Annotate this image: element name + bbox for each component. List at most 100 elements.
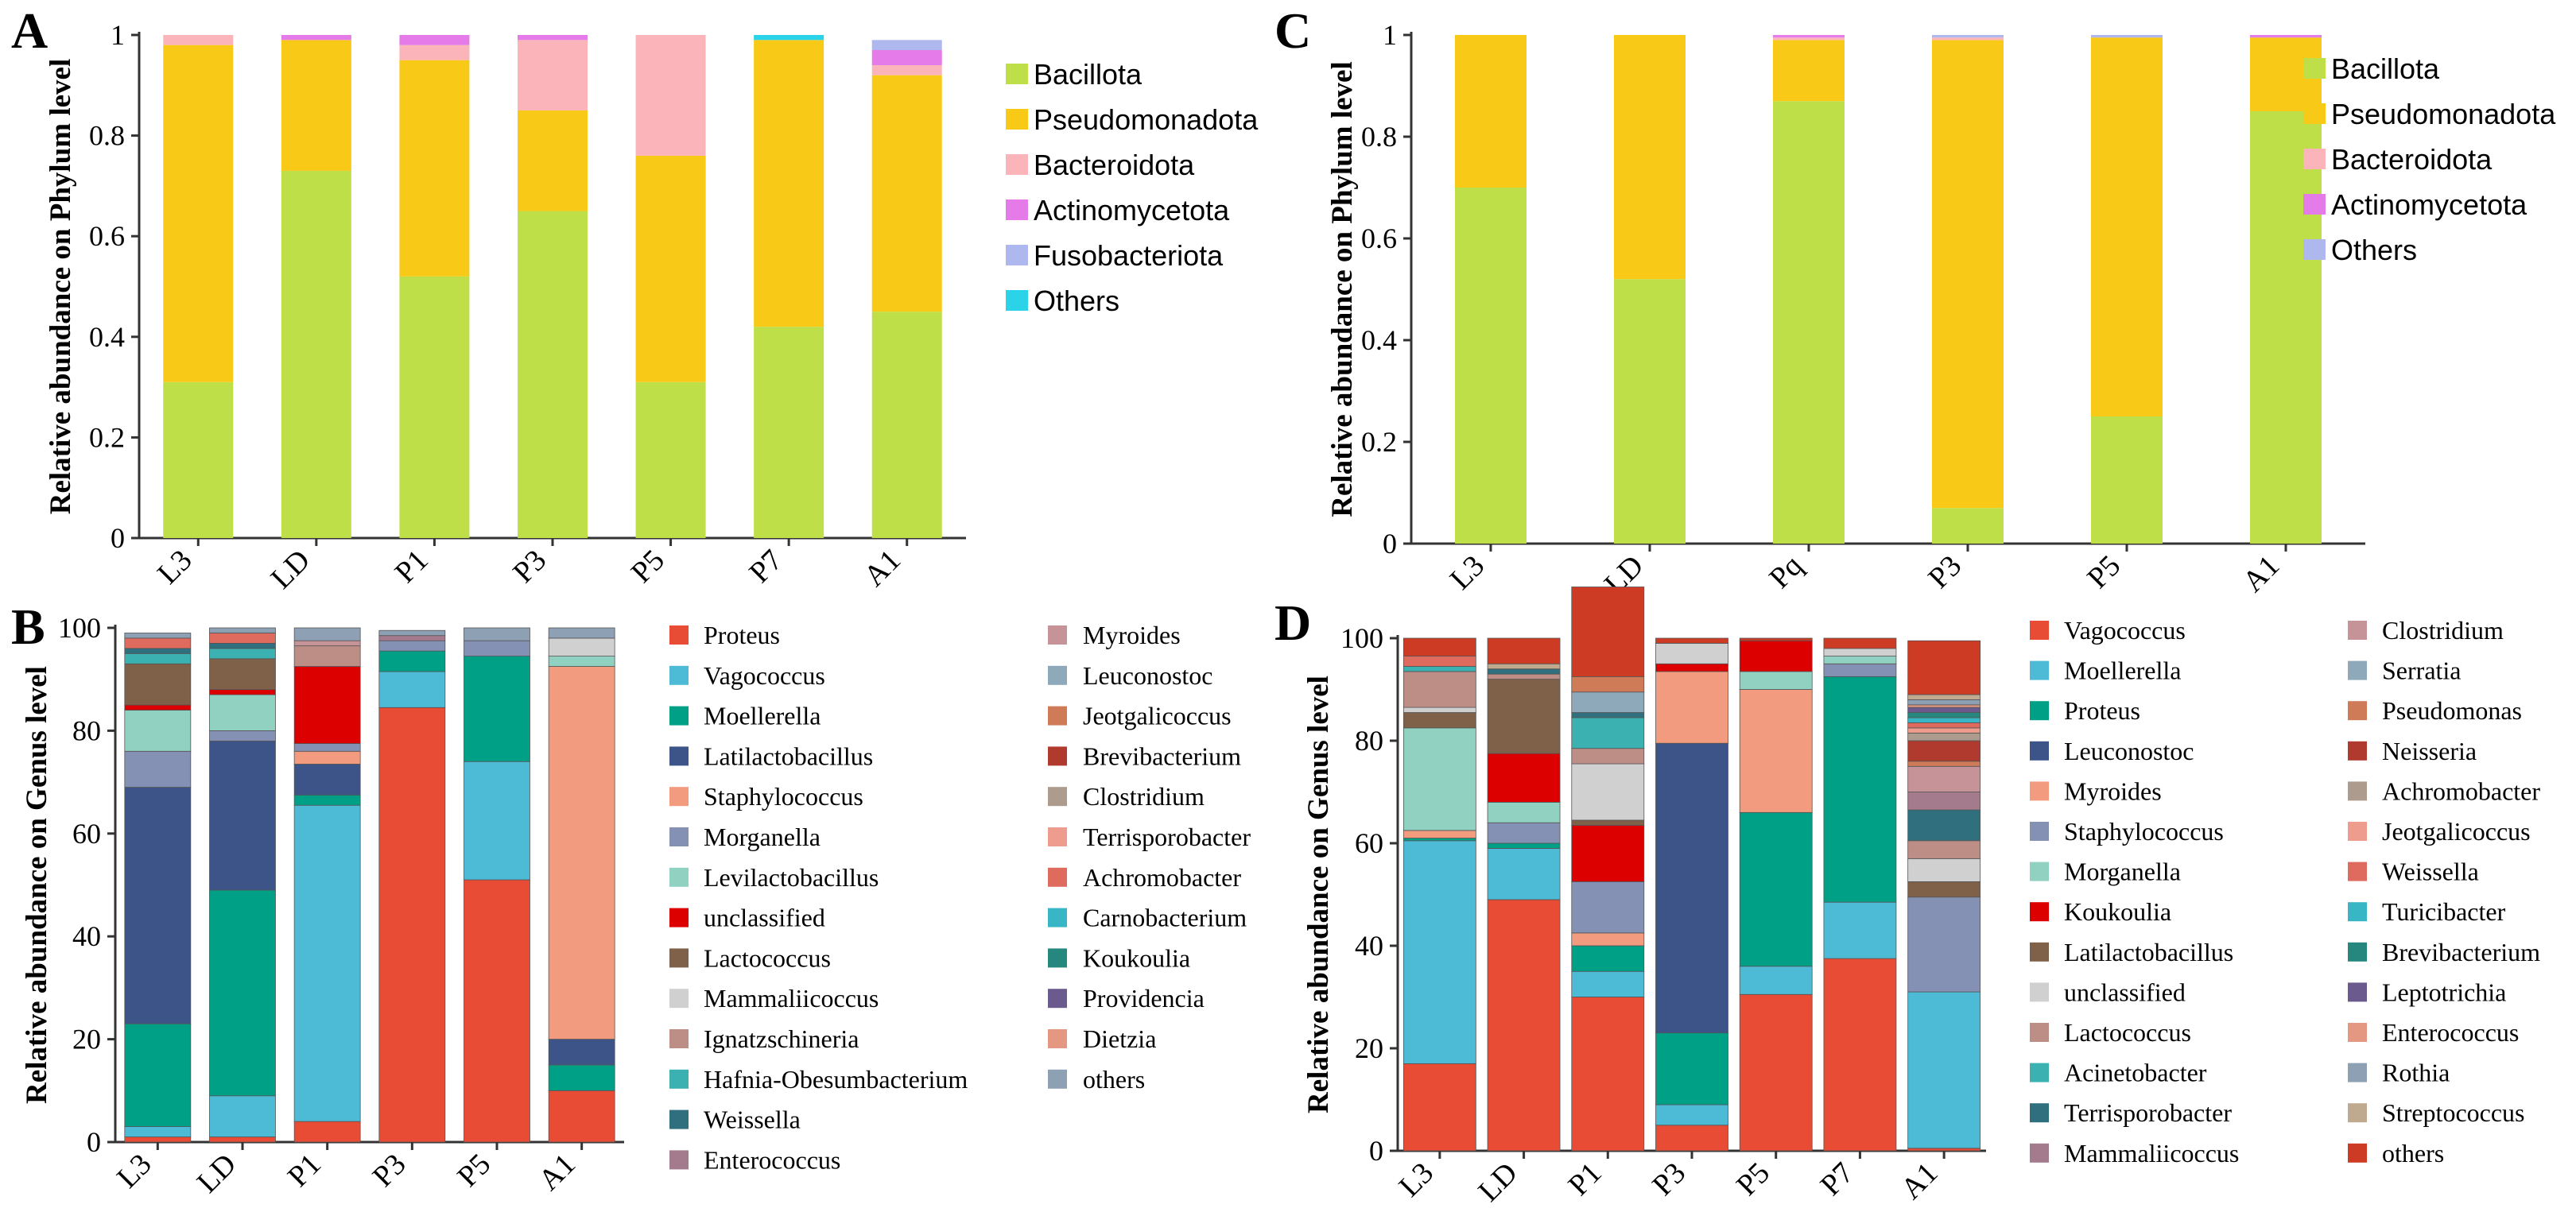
bar-segment-p3-morganella	[378, 640, 446, 652]
bar-segment-a1-bacteroidota	[871, 64, 942, 76]
bar-segment-ld-vagococcus	[209, 1095, 276, 1137]
bar-segment-ld-latilactobacillus	[209, 740, 276, 891]
bar-segment-p1-bacteroidota	[399, 45, 470, 60]
legend-swatch-vagococcus	[669, 665, 689, 685]
bar-segment-p5-morganella	[464, 640, 530, 656]
legend-label-serratia: Serratia	[2382, 656, 2462, 685]
legend-label-morganella: Morganella	[704, 823, 821, 851]
legend-swatch-fusobacteriota	[1006, 245, 1028, 265]
bar-segment-p5-moellerella	[464, 656, 530, 762]
bar-segment-p1-moellerella	[293, 794, 361, 806]
legend-swatch-pseudomonas	[2348, 701, 2367, 721]
legend-label-enterococcus: Enterococcus	[2382, 1018, 2519, 1047]
legend-swatch-terrisporobacter	[2030, 1103, 2049, 1123]
bar-segment-p1-acinetobacter	[1571, 717, 1645, 749]
bar-segment-p3-leuconostoc	[1655, 742, 1728, 1034]
legend-swatch-morganella	[2030, 862, 2049, 881]
bar-ld	[1614, 35, 1686, 544]
legend-label-lactococcus: Lactococcus	[704, 943, 831, 972]
bar-p7	[754, 35, 824, 538]
bar-segment-p1-proteus	[1571, 945, 1645, 972]
bar-segment-p1-proteus	[293, 1121, 361, 1143]
bar-segment-l3-unclassified	[124, 704, 192, 711]
legend-swatch-pseudomonadota	[1006, 109, 1028, 130]
legend-label-actinomycetota: Actinomycetota	[1034, 194, 1230, 227]
bar-segment-p5-others	[1739, 637, 1813, 641]
bar-segment-a1-actinomycetota	[871, 49, 942, 65]
x-tick-label: P3	[506, 544, 553, 590]
legend-swatch-unclassified	[2030, 982, 2049, 1002]
legend-swatch-bacillota	[1006, 64, 1028, 84]
legend-label-terrisporobacter: Terrisporobacter	[2064, 1098, 2232, 1127]
legend-label-unclassified: unclassified	[704, 904, 825, 932]
bar-segment-ld-staphylococcus	[1487, 822, 1561, 844]
legend-swatch-proteus	[2030, 701, 2049, 721]
bar-p1	[293, 627, 361, 1143]
bar-segment-a1-bacillota	[871, 312, 942, 538]
bar-segment-ld-actinomycetota	[281, 35, 351, 41]
bar-segment-l3-others	[124, 633, 192, 639]
bar-segment-l3-morganella	[1402, 727, 1476, 831]
y-tick-label: 0.2	[1361, 426, 1397, 458]
legend-label-achromobacter: Achromobacter	[1083, 863, 1241, 892]
y-tick-label: 40	[72, 920, 101, 952]
x-tick-label: LD	[265, 544, 317, 596]
legend-swatch-pseudomonadota	[2303, 103, 2326, 124]
legend-swatch-levilactobacillus	[669, 867, 689, 887]
legend-swatch-jeotgalicoccus	[1048, 706, 1067, 726]
legend-label-myroides: Myroides	[1083, 621, 1181, 649]
bar-segment-p1-others	[293, 627, 361, 641]
x-tick-label: L3	[111, 1148, 158, 1195]
x-tick-label: P5	[451, 1148, 497, 1194]
legend-label-moellerella: Moellerella	[704, 702, 821, 730]
bar-segment-p7-morganella	[1823, 656, 1897, 664]
legend-swatch-terrisporobacter	[1048, 827, 1067, 846]
bar-segment-a1-proteus	[548, 1090, 615, 1143]
legend-swatch-moellerella	[669, 706, 689, 726]
legend-swatch-achromobacter	[2348, 781, 2367, 801]
bar-segment-l3-lactococcus	[1402, 671, 1476, 708]
legend-label-achromobacter: Achromobacter	[2382, 776, 2540, 805]
bar-segment-l3-weissella	[1402, 656, 1476, 667]
bar-segment-p3-pseudomonadota	[1932, 40, 2004, 509]
bar-a1	[871, 40, 942, 538]
legend-label-bacteroidota: Bacteroidota	[2331, 143, 2493, 176]
panel-d: D Relative abundance on Genus level 0 20 40 6…	[1274, 587, 2540, 1208]
bar-p1	[399, 35, 470, 538]
y-axis-title: Relative abundance on Phylum level	[1326, 61, 1359, 517]
y-axis-title: Relative abundance on Genus level	[21, 666, 53, 1104]
bar-segment-ld-koukoulia	[1487, 753, 1561, 803]
bar-segment-p3-proteus	[1655, 1032, 1728, 1106]
y-tick-label: 80	[1355, 725, 1383, 757]
bar-segment-a1-weissella	[1907, 722, 1981, 729]
legend-label-bacillota: Bacillota	[1034, 58, 1143, 91]
legend-label-levilactobacillus: Levilactobacillus	[704, 863, 879, 892]
legend-swatch-mammaliicoccus	[2030, 1143, 2049, 1163]
bar-segment-p5-vagococcus	[464, 761, 530, 881]
bar-segment-ld-pseudomonadota	[281, 40, 351, 171]
legend-label-clostridium: Clostridium	[2382, 616, 2504, 645]
bar-segment-ld-others	[209, 627, 276, 633]
bar-segment-a1-clostridium	[1907, 765, 1981, 792]
legend-swatch-neisseria	[2348, 741, 2367, 761]
bar-segment-p3-bacillota	[518, 211, 588, 538]
legend-swatch-vagococcus	[2030, 621, 2049, 640]
legend-swatch-actinomycetota	[1006, 199, 1028, 220]
bar-segment-ld-moellerella	[1487, 848, 1561, 900]
bar-l3	[1402, 637, 1476, 1152]
legend: Bacillota Pseudomonadota Bacteroidota Actin…	[2303, 52, 2556, 266]
bar-segment-a1-streptococcus	[1907, 694, 1981, 700]
bar-segment-a1-leptotrichia	[1907, 707, 1981, 713]
legend-label-weissella: Weissella	[704, 1106, 801, 1134]
legend-swatch-jeotgalicoccus	[2348, 822, 2367, 841]
x-tick-label: P1	[389, 544, 435, 590]
legend-label-streptococcus: Streptococcus	[2382, 1098, 2525, 1127]
bar-segment-l3-bacillota	[1455, 188, 1527, 544]
legend-label-bacteroidota: Bacteroidota	[1034, 149, 1195, 181]
bar-segment-a1-terrisporobacter	[1907, 809, 1981, 842]
bar-segment-p3-pseudomonadota	[518, 110, 588, 211]
bar-segment-a1-turicibacter	[1907, 717, 1981, 723]
bar-l3	[124, 633, 192, 1143]
y-tick-label: 100	[58, 612, 101, 644]
x-tick-label: P5	[2081, 549, 2127, 595]
